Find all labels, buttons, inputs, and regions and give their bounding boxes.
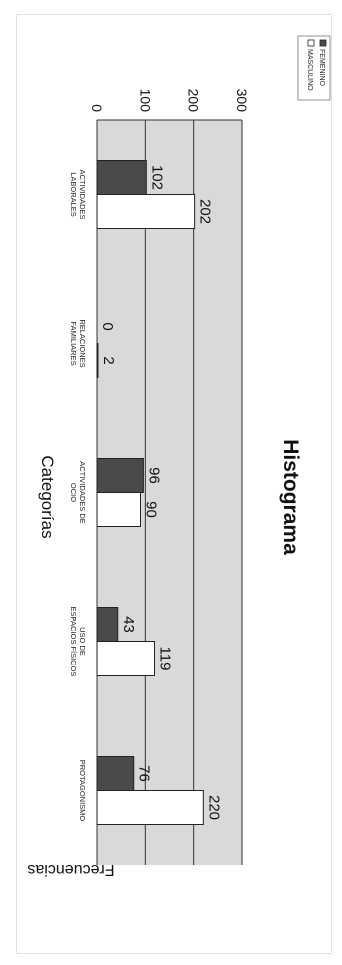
y-axis-label: Frecuencias — [27, 861, 114, 878]
plot-area — [97, 120, 242, 865]
bar — [96, 194, 196, 229]
bar — [96, 160, 147, 195]
data-label: 202 — [197, 199, 214, 224]
bar — [96, 607, 119, 642]
y-tick-label: 200 — [186, 89, 202, 113]
y-tick-label: 300 — [234, 89, 250, 113]
legend-label: MASCULINO — [306, 49, 313, 91]
data-label: 220 — [205, 795, 222, 820]
y-tick-label: 0 — [89, 104, 105, 112]
bar — [96, 458, 144, 493]
data-label: 96 — [145, 467, 162, 484]
legend-box — [297, 35, 331, 101]
y-tick-label: 100 — [137, 89, 153, 113]
category-label: ACTIVIDADESLABORALES — [69, 169, 87, 219]
bar — [96, 790, 204, 825]
category-label: ACTIVIDADES DEOCIO — [69, 461, 87, 524]
category-label: USO DEESPACIOS FÍSICOS — [69, 607, 87, 677]
data-label: 90 — [143, 501, 160, 518]
x-axis-label: Categorías — [38, 455, 57, 538]
category-label: RELACIONESFAMILIARES — [69, 319, 87, 367]
bar — [96, 641, 156, 676]
page-border — [16, 14, 332, 954]
data-label: 43 — [120, 616, 137, 633]
bar — [96, 756, 135, 791]
legend-swatch — [319, 39, 327, 47]
bar — [96, 343, 99, 378]
data-label: 2 — [100, 356, 117, 364]
data-label: 76 — [136, 765, 153, 782]
legend-swatch — [307, 39, 315, 47]
data-label: 0 — [99, 322, 116, 330]
category-label: PROTAGONISMO — [78, 760, 87, 822]
legend-label: FEMENINO — [318, 49, 325, 87]
bar — [96, 492, 141, 527]
data-label: 119 — [157, 647, 174, 671]
data-label: 102 — [148, 165, 165, 190]
chart-title: Histograma — [279, 439, 302, 555]
